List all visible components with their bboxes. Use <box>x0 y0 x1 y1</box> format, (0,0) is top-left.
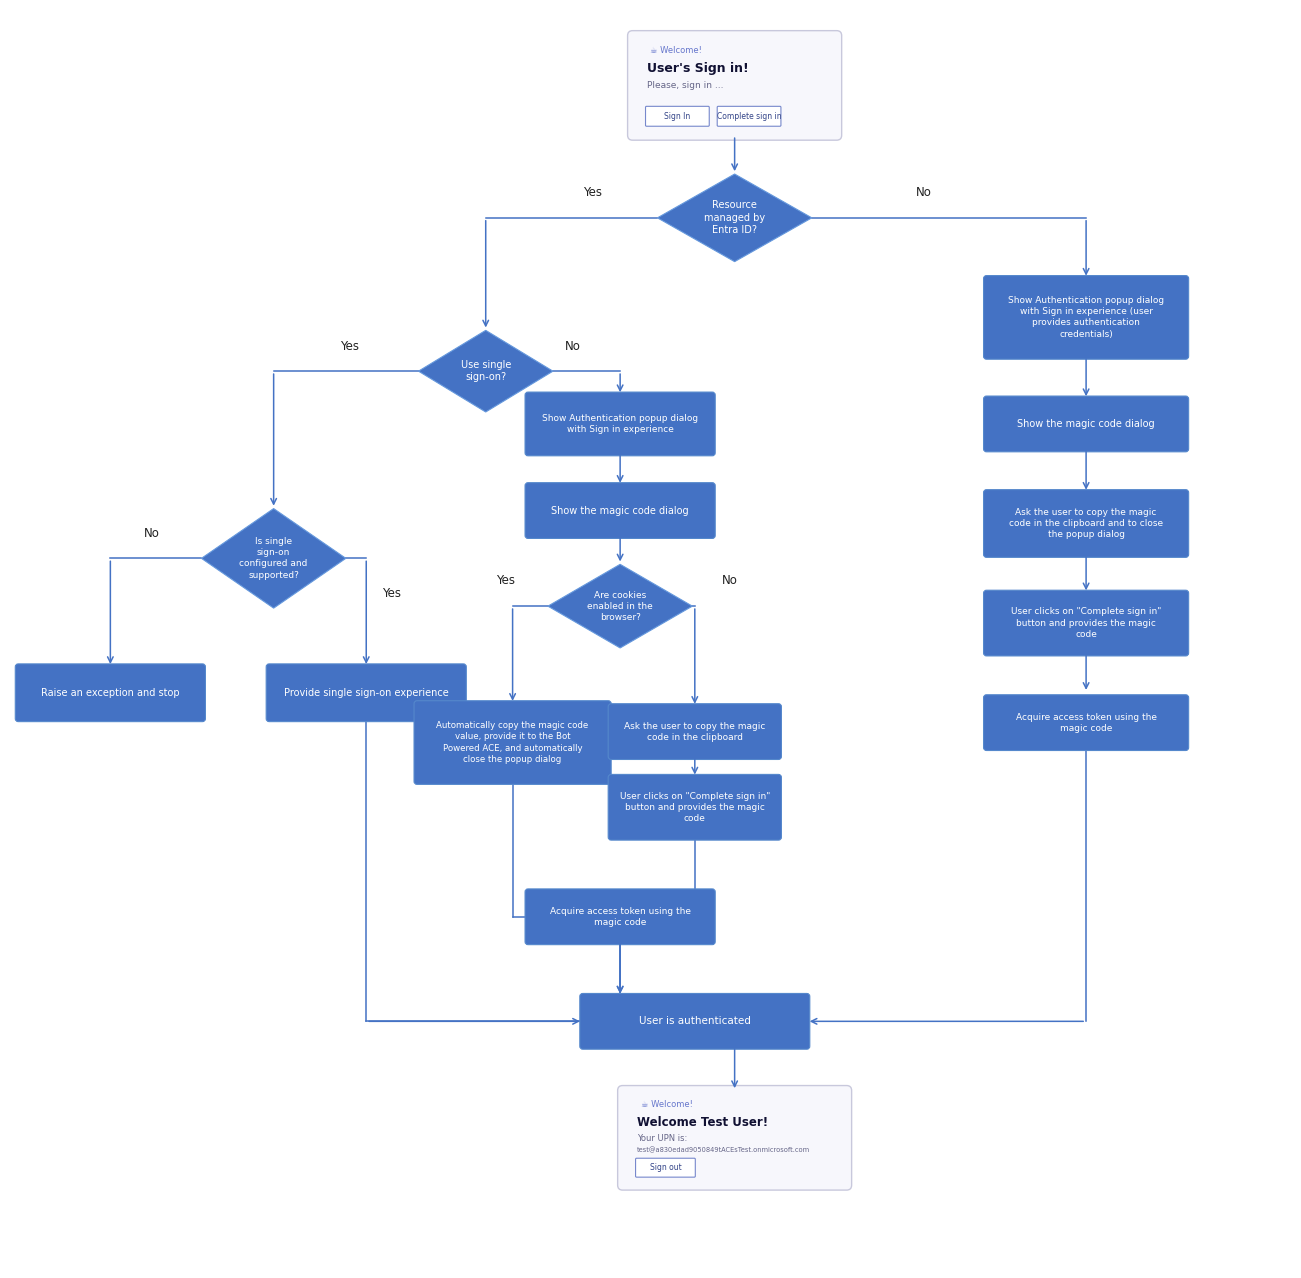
Text: User clicks on "Complete sign in"
button and provides the magic
code: User clicks on "Complete sign in" button… <box>1011 607 1162 639</box>
Text: Raise an exception and stop: Raise an exception and stop <box>42 688 180 698</box>
FancyBboxPatch shape <box>984 489 1189 557</box>
Polygon shape <box>548 565 692 648</box>
FancyBboxPatch shape <box>608 774 782 840</box>
Text: Yes: Yes <box>496 574 515 587</box>
Text: Show Authentication popup dialog
with Sign in experience: Show Authentication popup dialog with Si… <box>543 414 699 435</box>
Text: Acquire access token using the
magic code: Acquire access token using the magic cod… <box>1016 713 1157 732</box>
FancyBboxPatch shape <box>414 700 611 785</box>
FancyBboxPatch shape <box>717 106 781 127</box>
Text: Sign In: Sign In <box>665 111 691 121</box>
FancyBboxPatch shape <box>526 889 716 944</box>
FancyBboxPatch shape <box>16 663 206 722</box>
Text: Yes: Yes <box>583 187 602 199</box>
FancyBboxPatch shape <box>267 663 466 722</box>
Text: User's Sign in!: User's Sign in! <box>647 61 748 74</box>
FancyBboxPatch shape <box>580 993 809 1049</box>
Text: Yes: Yes <box>340 340 359 353</box>
Text: ☕ Welcome!: ☕ Welcome! <box>640 1100 692 1109</box>
FancyBboxPatch shape <box>627 31 842 141</box>
Text: Ask the user to copy the magic
code in the clipboard: Ask the user to copy the magic code in t… <box>624 722 765 741</box>
Text: Use single
sign-on?: Use single sign-on? <box>461 360 511 382</box>
Text: Please, sign in ...: Please, sign in ... <box>647 82 723 91</box>
Text: No: No <box>144 527 160 541</box>
FancyBboxPatch shape <box>636 1158 695 1177</box>
FancyBboxPatch shape <box>984 590 1189 656</box>
Text: ☕ Welcome!: ☕ Welcome! <box>650 46 703 55</box>
Text: Show the magic code dialog: Show the magic code dialog <box>1017 419 1155 429</box>
Text: Complete sign in: Complete sign in <box>717 111 782 121</box>
Text: Provide single sign-on experience: Provide single sign-on experience <box>284 688 449 698</box>
FancyBboxPatch shape <box>526 392 716 456</box>
FancyBboxPatch shape <box>645 106 709 127</box>
Text: Resource
managed by
Entra ID?: Resource managed by Entra ID? <box>704 201 765 235</box>
Text: Ask the user to copy the magic
code in the clipboard and to close
the popup dial: Ask the user to copy the magic code in t… <box>1010 507 1163 539</box>
Polygon shape <box>419 330 553 412</box>
FancyBboxPatch shape <box>984 396 1189 452</box>
FancyBboxPatch shape <box>618 1085 852 1190</box>
Text: Automatically copy the magic code
value, provide it to the Bot
Powered ACE, and : Automatically copy the magic code value,… <box>436 721 589 764</box>
Polygon shape <box>202 509 346 608</box>
Text: Welcome Test User!: Welcome Test User! <box>636 1117 768 1130</box>
FancyBboxPatch shape <box>984 276 1189 359</box>
Text: User clicks on "Complete sign in"
button and provides the magic
code: User clicks on "Complete sign in" button… <box>619 791 770 823</box>
Text: Your UPN is:: Your UPN is: <box>636 1135 687 1144</box>
Text: Are cookies
enabled in the
browser?: Are cookies enabled in the browser? <box>587 590 653 621</box>
Text: Show Authentication popup dialog
with Sign in experience (user
provides authenti: Show Authentication popup dialog with Si… <box>1008 296 1164 339</box>
Text: Yes: Yes <box>381 587 401 599</box>
Text: Show the magic code dialog: Show the magic code dialog <box>552 506 690 515</box>
Text: No: No <box>916 187 932 199</box>
Text: Is single
sign-on
configured and
supported?: Is single sign-on configured and support… <box>239 537 308 579</box>
Polygon shape <box>657 174 812 262</box>
Text: No: No <box>722 574 738 587</box>
FancyBboxPatch shape <box>608 704 782 759</box>
FancyBboxPatch shape <box>984 695 1189 750</box>
FancyBboxPatch shape <box>526 483 716 538</box>
Text: No: No <box>565 340 580 353</box>
Text: Acquire access token using the
magic code: Acquire access token using the magic cod… <box>549 906 691 927</box>
Text: test@a830edad9050849tACEsTest.onmicrosoft.com: test@a830edad9050849tACEsTest.onmicrosof… <box>636 1146 809 1153</box>
Text: Sign out: Sign out <box>649 1163 682 1172</box>
Text: User is authenticated: User is authenticated <box>639 1016 751 1026</box>
